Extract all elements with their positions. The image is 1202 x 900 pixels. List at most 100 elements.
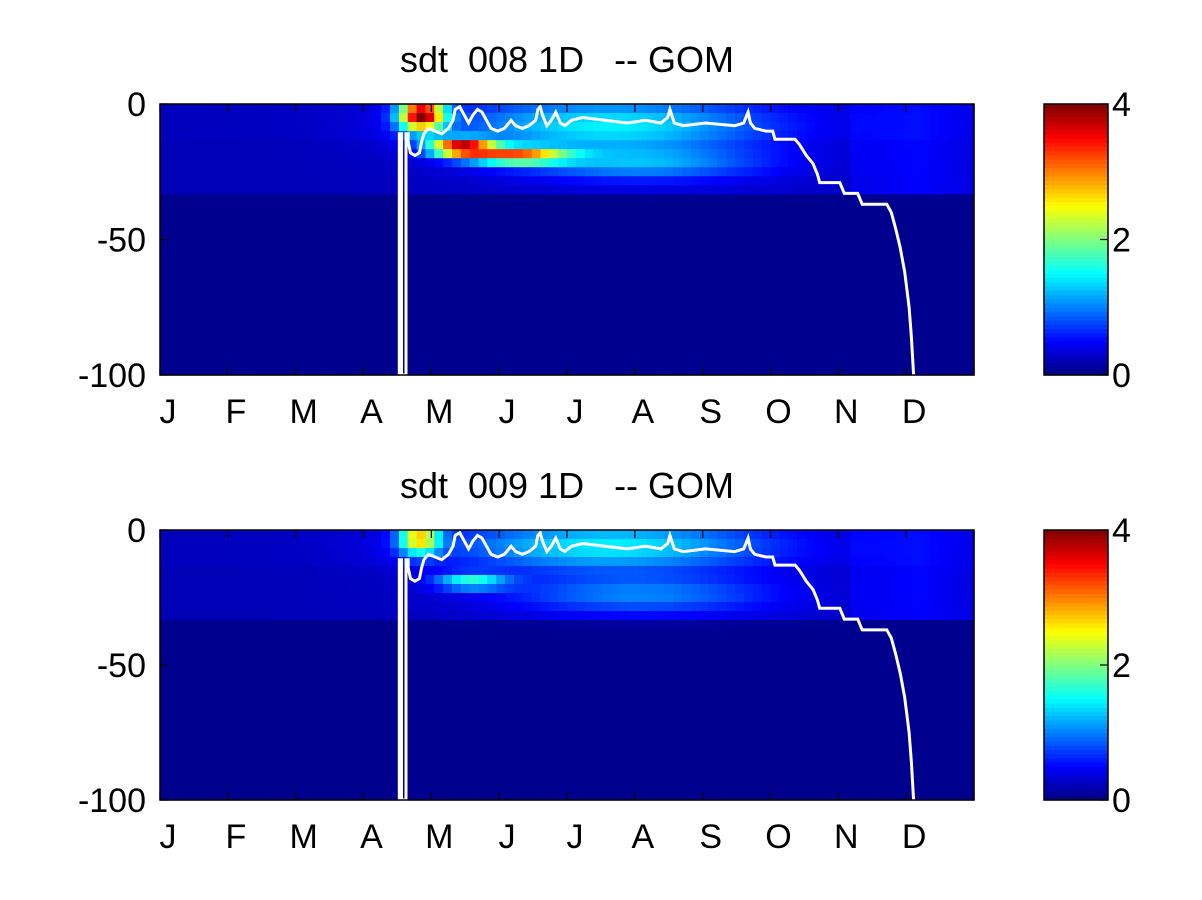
- heatmap-cell: [699, 764, 710, 774]
- heatmap-cell: [903, 365, 913, 376]
- heatmap-cell: [567, 692, 577, 702]
- heatmap-cell: [469, 113, 480, 123]
- heatmap-cell: [699, 122, 710, 132]
- heatmap-cell: [965, 167, 975, 177]
- heatmap-cell: [726, 149, 736, 159]
- heatmap-cell: [575, 284, 586, 295]
- heatmap-cell: [912, 239, 922, 250]
- heatmap-cell: [443, 791, 453, 801]
- heatmap-cell: [867, 167, 878, 177]
- heatmap-cell: [637, 113, 648, 123]
- heatmap-cell: [788, 104, 798, 114]
- heatmap-cell: [505, 728, 515, 738]
- heatmap-cell: [814, 329, 825, 340]
- heatmap-cell: [487, 584, 497, 594]
- heatmap-cell: [575, 239, 586, 250]
- heatmap-cell: [673, 557, 683, 567]
- heatmap-cell: [894, 293, 904, 304]
- heatmap-cell: [478, 167, 488, 177]
- heatmap-cell: [867, 122, 878, 132]
- heatmap-cell: [319, 302, 329, 313]
- heatmap-cell: [248, 746, 258, 756]
- heatmap-cell: [779, 656, 789, 666]
- heatmap-cell: [885, 257, 895, 268]
- heatmap-cell: [841, 167, 851, 177]
- heatmap-cell: [434, 185, 444, 195]
- heatmap-cell: [938, 203, 949, 213]
- heatmap-cell: [186, 791, 196, 801]
- heatmap-cell: [292, 140, 303, 150]
- heatmap-cell: [655, 629, 665, 639]
- heatmap-cell: [177, 311, 188, 322]
- heatmap-cell: [381, 149, 391, 159]
- heatmap-cell: [717, 638, 727, 648]
- heatmap-cell: [398, 530, 409, 540]
- heatmap-cell: [390, 257, 400, 268]
- heatmap-cell: [779, 548, 789, 558]
- heatmap-cell: [965, 140, 975, 150]
- heatmap-cell: [478, 338, 488, 349]
- heatmap-cell: [257, 347, 267, 358]
- heatmap-cell: [292, 176, 303, 186]
- heatmap-cell: [186, 782, 196, 792]
- heatmap-cell: [239, 356, 250, 367]
- heatmap-cell: [451, 737, 462, 747]
- heatmap-cell: [602, 320, 612, 331]
- heatmap-cell: [513, 167, 524, 177]
- heatmap-cell: [673, 122, 683, 132]
- heatmap-cell: [814, 140, 825, 150]
- heatmap-cell: [213, 602, 223, 612]
- heatmap-cell: [354, 539, 365, 549]
- heatmap-cell: [708, 104, 719, 114]
- heatmap-cell: [336, 629, 347, 639]
- heatmap-cell: [195, 248, 205, 259]
- colorbar-band: [1044, 277, 1108, 283]
- heatmap-cell: [779, 122, 789, 132]
- heatmap-cell: [478, 530, 488, 540]
- heatmap-cell: [310, 737, 320, 747]
- heatmap-cell: [487, 131, 497, 141]
- heatmap-cell: [726, 293, 736, 304]
- heatmap-cell: [814, 293, 825, 304]
- heatmap-cell: [336, 122, 347, 132]
- heatmap-cell: [434, 629, 444, 639]
- heatmap-cell: [213, 356, 223, 367]
- heatmap-cell: [903, 356, 913, 367]
- heatmap-cell: [770, 791, 780, 801]
- heatmap-cell: [345, 311, 356, 322]
- heatmap-cell: [575, 782, 586, 792]
- heatmap-cell: [336, 320, 347, 331]
- heatmap-cell: [460, 602, 471, 612]
- heatmap-cell: [522, 167, 533, 177]
- heatmap-cell: [283, 293, 294, 304]
- heatmap-cell: [372, 548, 382, 558]
- heatmap-cell: [929, 194, 940, 204]
- heatmap-cell: [301, 158, 312, 168]
- heatmap-cell: [646, 275, 657, 286]
- heatmap-cell: [381, 647, 391, 657]
- heatmap-cell: [717, 221, 727, 232]
- heatmap-cell: [213, 638, 223, 648]
- heatmap-cell: [664, 176, 674, 186]
- heatmap-cell: [690, 104, 701, 114]
- heatmap-cell: [646, 194, 657, 204]
- heatmap-cell: [920, 167, 931, 177]
- heatmap-cell: [814, 194, 825, 204]
- heatmap-cell: [283, 593, 294, 603]
- heatmap-cell: [708, 185, 719, 195]
- heatmap-cell: [929, 266, 940, 277]
- heatmap-cell: [213, 104, 223, 114]
- heatmap-cell: [363, 773, 373, 783]
- heatmap-cell: [567, 167, 577, 177]
- heatmap-cell: [354, 755, 365, 765]
- heatmap-cell: [549, 239, 559, 250]
- heatmap-cell: [168, 194, 179, 204]
- heatmap-cell: [513, 539, 524, 549]
- heatmap-cell: [752, 548, 763, 558]
- heatmap-cell: [372, 575, 382, 585]
- heatmap-cell: [611, 584, 621, 594]
- heatmap-cell: [876, 203, 887, 213]
- heatmap-cell: [239, 113, 250, 123]
- heatmap-cell: [363, 194, 373, 204]
- heatmap-cell: [345, 275, 356, 286]
